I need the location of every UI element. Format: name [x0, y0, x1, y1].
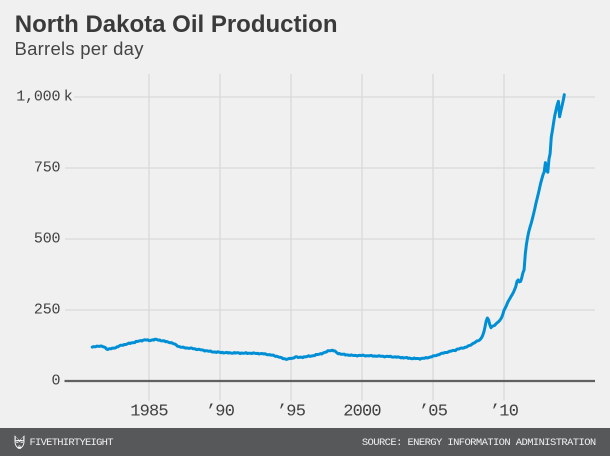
svg-text:0: 0 [51, 372, 60, 389]
svg-text:1985: 1985 [130, 403, 168, 422]
svg-text:’05: ’05 [419, 403, 448, 422]
svg-text:250: 250 [34, 301, 61, 318]
svg-text:1,000: 1,000 [16, 88, 60, 105]
svg-text:750: 750 [34, 159, 61, 176]
svg-text:2000: 2000 [343, 403, 381, 422]
svg-text:’90: ’90 [206, 403, 235, 422]
svg-text:k: k [64, 88, 73, 105]
svg-text:500: 500 [34, 230, 61, 247]
svg-text:’10: ’10 [490, 403, 519, 422]
svg-text:’95: ’95 [277, 403, 306, 422]
